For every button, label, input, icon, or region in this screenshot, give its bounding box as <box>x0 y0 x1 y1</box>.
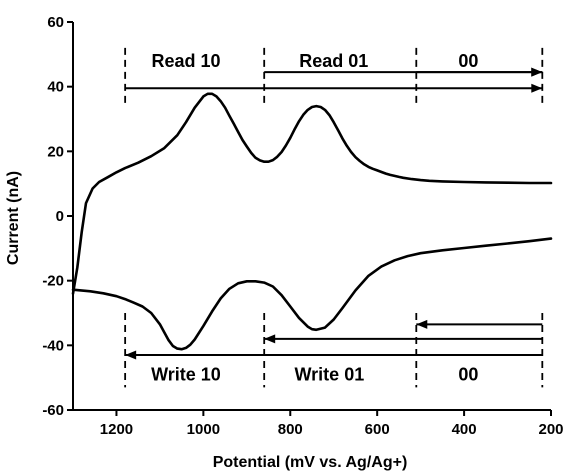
write-label: Write 01 <box>295 364 365 384</box>
axes: -60 -40 -20 0 20 40 60 1200 1000 800 600 400 200 <box>42 14 563 438</box>
y-axis-title: Current (nA) <box>5 171 22 265</box>
x-tick-label: 800 <box>278 421 303 438</box>
x-tick-label: 200 <box>538 421 563 438</box>
divider-lines <box>124 47 544 388</box>
write-label: Write 10 <box>151 364 221 384</box>
reduction-sweep-line <box>71 237 553 351</box>
y-tick-label: 20 <box>47 143 64 160</box>
write-arrow-head <box>264 334 276 344</box>
x-axis-title: Potential (mV vs. Ag/Ag+) <box>213 454 408 471</box>
write-arrow-head <box>416 319 428 329</box>
read-arrow-head <box>531 83 543 93</box>
y-tick-label: 60 <box>47 14 64 31</box>
arrows <box>125 67 543 360</box>
series <box>71 92 553 351</box>
y-tick-label: -60 <box>42 402 64 419</box>
x-tick-label: 1000 <box>187 421 220 438</box>
write-label: 00 <box>458 364 478 384</box>
y-tick-label: -40 <box>42 337 64 354</box>
read-label: Read 10 <box>151 51 220 71</box>
x-tick-label: 600 <box>365 421 390 438</box>
y-tick-label: 0 <box>56 208 64 225</box>
write-arrow-head <box>125 350 137 360</box>
annotation-labels: Read 10 Read 01 00 Write 10 Write 01 00 <box>151 51 478 385</box>
read-arrow-head <box>531 67 543 77</box>
read-label: Read 01 <box>299 51 368 71</box>
read-label: 00 <box>458 51 478 71</box>
x-tick-label: 400 <box>452 421 477 438</box>
x-tick-label: 1200 <box>100 421 133 438</box>
oxidation-sweep-line <box>71 92 553 295</box>
y-tick-label: 40 <box>47 79 64 96</box>
y-tick-label: -20 <box>42 273 64 290</box>
